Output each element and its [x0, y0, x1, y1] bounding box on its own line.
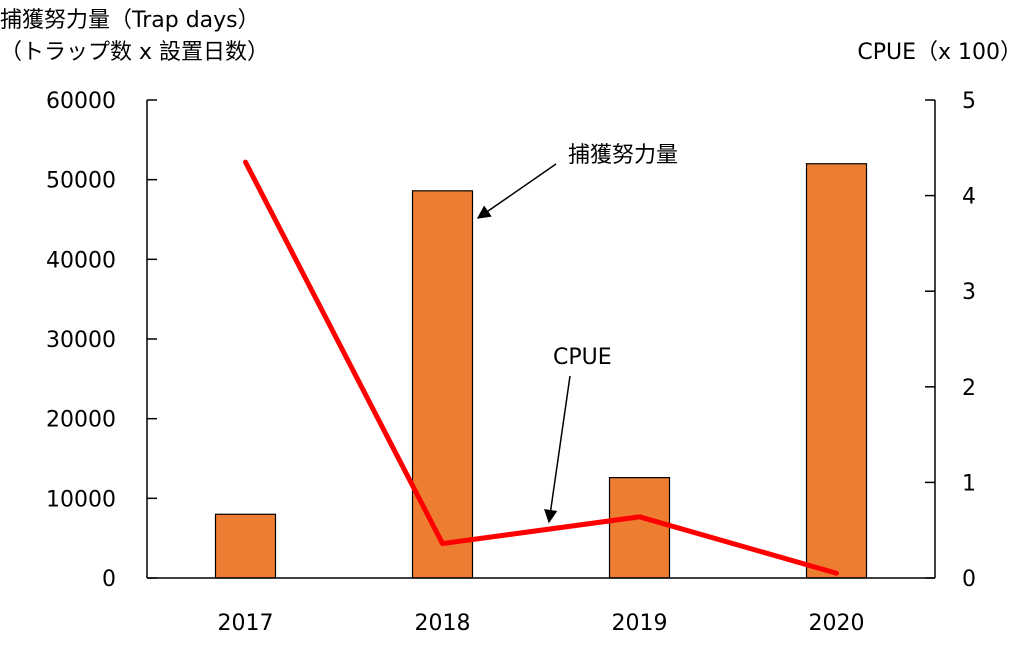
right-tick-label: 5 [962, 89, 976, 114]
cpue-line [243, 159, 839, 576]
bar-2018 [411, 190, 474, 579]
left-axis-title-line2: （トラップ数 x 設置日数） [0, 40, 270, 65]
annotation-effort-arrow [476, 163, 557, 219]
left-tick-label: 50000 [46, 169, 116, 194]
annotation-cpue-arrow [544, 375, 571, 524]
bar-2019 [608, 477, 671, 579]
bar-2017 [214, 513, 277, 579]
left-tick-label: 10000 [46, 487, 116, 512]
x-tick-label: 2017 [218, 611, 274, 636]
right-tick-label: 2 [962, 376, 976, 401]
left-axis-title-line1: 捕獲努力量（Trap days） [0, 8, 260, 33]
annotations: 捕獲努力量 CPUE [476, 143, 678, 524]
x-tick-label: 2019 [612, 611, 668, 636]
right-tick-label: 4 [962, 185, 976, 210]
x-tick-label: 2018 [415, 611, 471, 636]
bar-series [214, 163, 868, 579]
left-tick-label: 30000 [46, 328, 116, 353]
cpue-line-series [243, 159, 839, 576]
bar-2020 [805, 163, 868, 579]
annotation-cpue-label: CPUE [553, 345, 612, 370]
right-tick-label: 3 [962, 280, 976, 305]
right-axis-title: CPUE（x 100） [857, 40, 1022, 65]
left-tick-label: 20000 [46, 408, 116, 433]
left-tick-label: 40000 [46, 248, 116, 273]
right-tick-label: 0 [962, 567, 976, 592]
annotation-effort-label: 捕獲努力量 [568, 143, 678, 168]
axes: 0 10000 20000 30000 40000 50000 60000 0 1 2 3 4 5 201… [46, 89, 976, 636]
right-tick-label: 1 [962, 471, 976, 496]
left-tick-label: 0 [102, 567, 116, 592]
x-tick-label: 2020 [809, 611, 865, 636]
left-tick-label: 60000 [46, 89, 116, 114]
